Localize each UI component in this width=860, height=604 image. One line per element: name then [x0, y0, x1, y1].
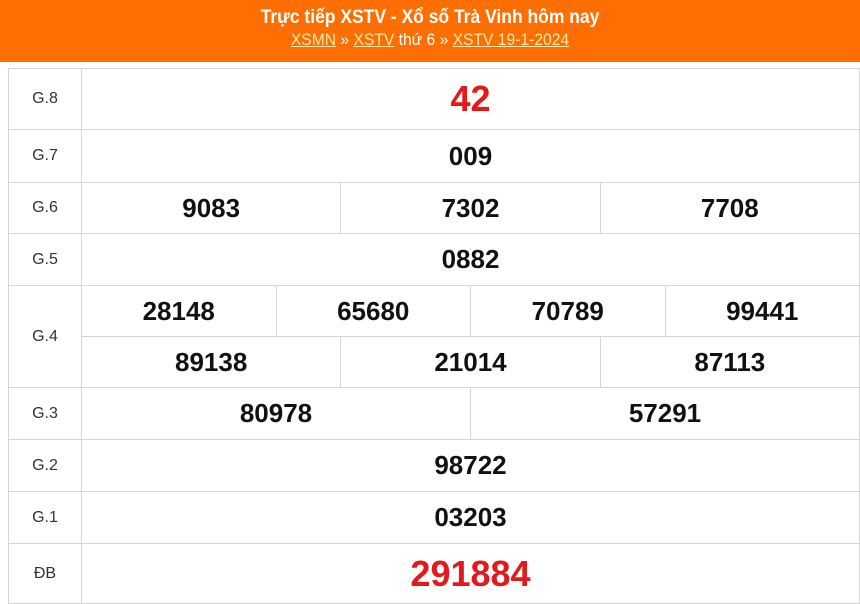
prize-label: G.1 — [8, 491, 82, 544]
prize-label: G.8 — [8, 68, 82, 130]
prize-row: G.7 009 — [8, 129, 860, 183]
prize-number: 7708 — [599, 183, 859, 233]
prize-number: 57291 — [470, 388, 859, 439]
prize-number: 9083 — [182, 192, 241, 223]
breadcrumb-day: thứ 6 — [394, 30, 436, 49]
prize-number: 65680 — [275, 286, 471, 336]
prize-label: G.5 — [8, 233, 82, 286]
prize-number: 009 — [448, 140, 493, 171]
prize-row: G.5 0882 — [8, 233, 860, 286]
prize-label: ĐB — [8, 543, 82, 604]
prize-number: 80978 — [239, 398, 313, 428]
prize-number: 28148 — [142, 295, 215, 326]
prize-number: 98722 — [434, 450, 507, 480]
breadcrumb-separator: » — [336, 30, 354, 49]
page-title: Trực tiếp XSTV - Xổ số Trà Vinh hôm nay — [260, 7, 600, 28]
prize-row: G.8 42 — [8, 68, 860, 130]
breadcrumb-date[interactable]: XSTV 19-1-2024 — [452, 30, 570, 49]
breadcrumb-xsmn[interactable]: XSMN — [290, 30, 337, 49]
prize-row: G.6 9083 7302 7708 — [8, 182, 860, 234]
results-table: G.8 42 G.7 009 G.6 9083 7302 7708 G.5 0882 G.4 2814… — [8, 68, 860, 604]
prize-row-g4: G.4 28148 65680 70789 99441 — [8, 285, 860, 388]
breadcrumb-separator: » — [435, 30, 453, 49]
prize-number: 99441 — [664, 286, 860, 336]
page-header: Trực tiếp XSTV - Xổ số Trà Vinh hôm nay … — [0, 0, 860, 62]
prize-number: 7302 — [340, 183, 599, 233]
prize-number: 03203 — [434, 502, 507, 532]
prize-row: G.3 80978 57291 — [8, 387, 860, 440]
prize-number: 70789 — [470, 286, 665, 336]
prize-number: 87113 — [599, 337, 859, 387]
prize-label: G.7 — [8, 129, 82, 183]
prize-number: 89138 — [175, 346, 248, 377]
prize-label: G.6 — [8, 182, 82, 234]
prize-label: G.2 — [8, 439, 82, 492]
prize-label: G.3 — [8, 387, 82, 440]
prize-row-g4-2: 89138 21014 87113 — [9, 336, 860, 388]
prize-row: G.1 03203 — [8, 491, 860, 544]
prize-number: 291884 — [410, 552, 531, 594]
prize-number: 0882 — [441, 244, 500, 274]
breadcrumb-xstv[interactable]: XSTV — [353, 30, 395, 49]
prize-row: ĐB 291884 — [8, 543, 860, 604]
prize-number: 21014 — [340, 337, 599, 387]
prize-row: G.2 98722 — [8, 439, 860, 492]
breadcrumb: XSMN » XSTV thứ 6 » XSTV 19-1-2024 — [34, 29, 825, 51]
prize-label: G.4 — [8, 285, 82, 388]
prize-number: 42 — [450, 78, 491, 119]
